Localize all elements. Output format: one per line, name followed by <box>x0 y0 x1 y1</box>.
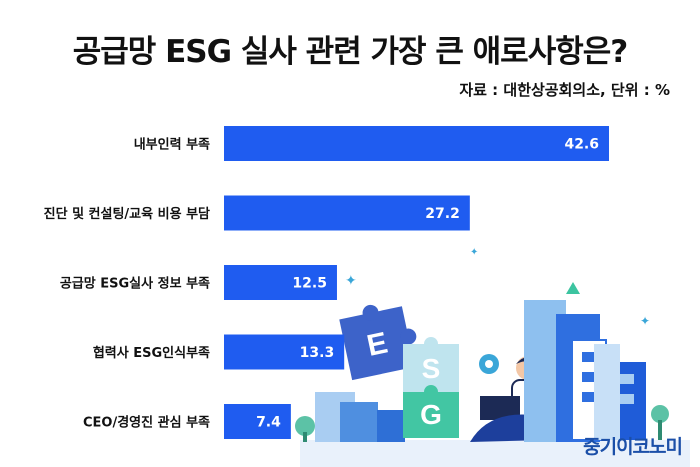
puzzle-piece-e: E <box>339 304 417 381</box>
building-icon <box>377 410 405 442</box>
bar <box>224 265 337 300</box>
bar-value-label: 12.5 <box>292 276 327 292</box>
puzzle-piece-s <box>403 344 459 392</box>
bar-value-label: 42.6 <box>564 137 599 153</box>
chart-title: 공급망 ESG 실사 관련 가장 큰 애로사항은? <box>72 34 628 70</box>
bar-series: 내부인력 부족 42.6 진단 및 컨설팅/교육 비용 부담 27.2 공급망 ESG실… <box>44 126 609 439</box>
source-note: 자료 : 대한상공회의소, 단위 : % <box>459 81 670 99</box>
bar-value-label: 13.3 <box>300 345 335 361</box>
building-icon <box>594 344 620 440</box>
bar-value-label: 27.2 <box>425 206 460 222</box>
category-label: 공급망 ESG실사 정보 부족 <box>60 276 210 292</box>
bar <box>224 195 470 231</box>
svg-text:✦: ✦ <box>640 314 650 328</box>
category-label: 내부인력 부족 <box>134 137 210 153</box>
svg-text:✦: ✦ <box>345 273 357 289</box>
esg-illustration: E S G <box>295 247 690 467</box>
svg-text:✦: ✦ <box>470 247 478 258</box>
bar <box>224 404 291 439</box>
bar-value-label: 7.4 <box>256 415 281 431</box>
category-label: 협력사 ESG인식부족 <box>93 345 210 361</box>
triangle-icon <box>566 282 580 294</box>
brand-logo: 중기이코노미 <box>583 436 683 458</box>
puzzle-piece-g <box>403 392 459 438</box>
puzzle-letter: S <box>422 353 441 384</box>
bar <box>224 126 609 161</box>
category-label: 진단 및 컨설팅/교육 비용 부담 <box>44 206 210 222</box>
building-icon <box>340 402 378 442</box>
category-label: CEO/경영진 관심 부족 <box>83 415 210 431</box>
bar <box>224 334 345 370</box>
puzzle-letter: G <box>420 399 442 430</box>
